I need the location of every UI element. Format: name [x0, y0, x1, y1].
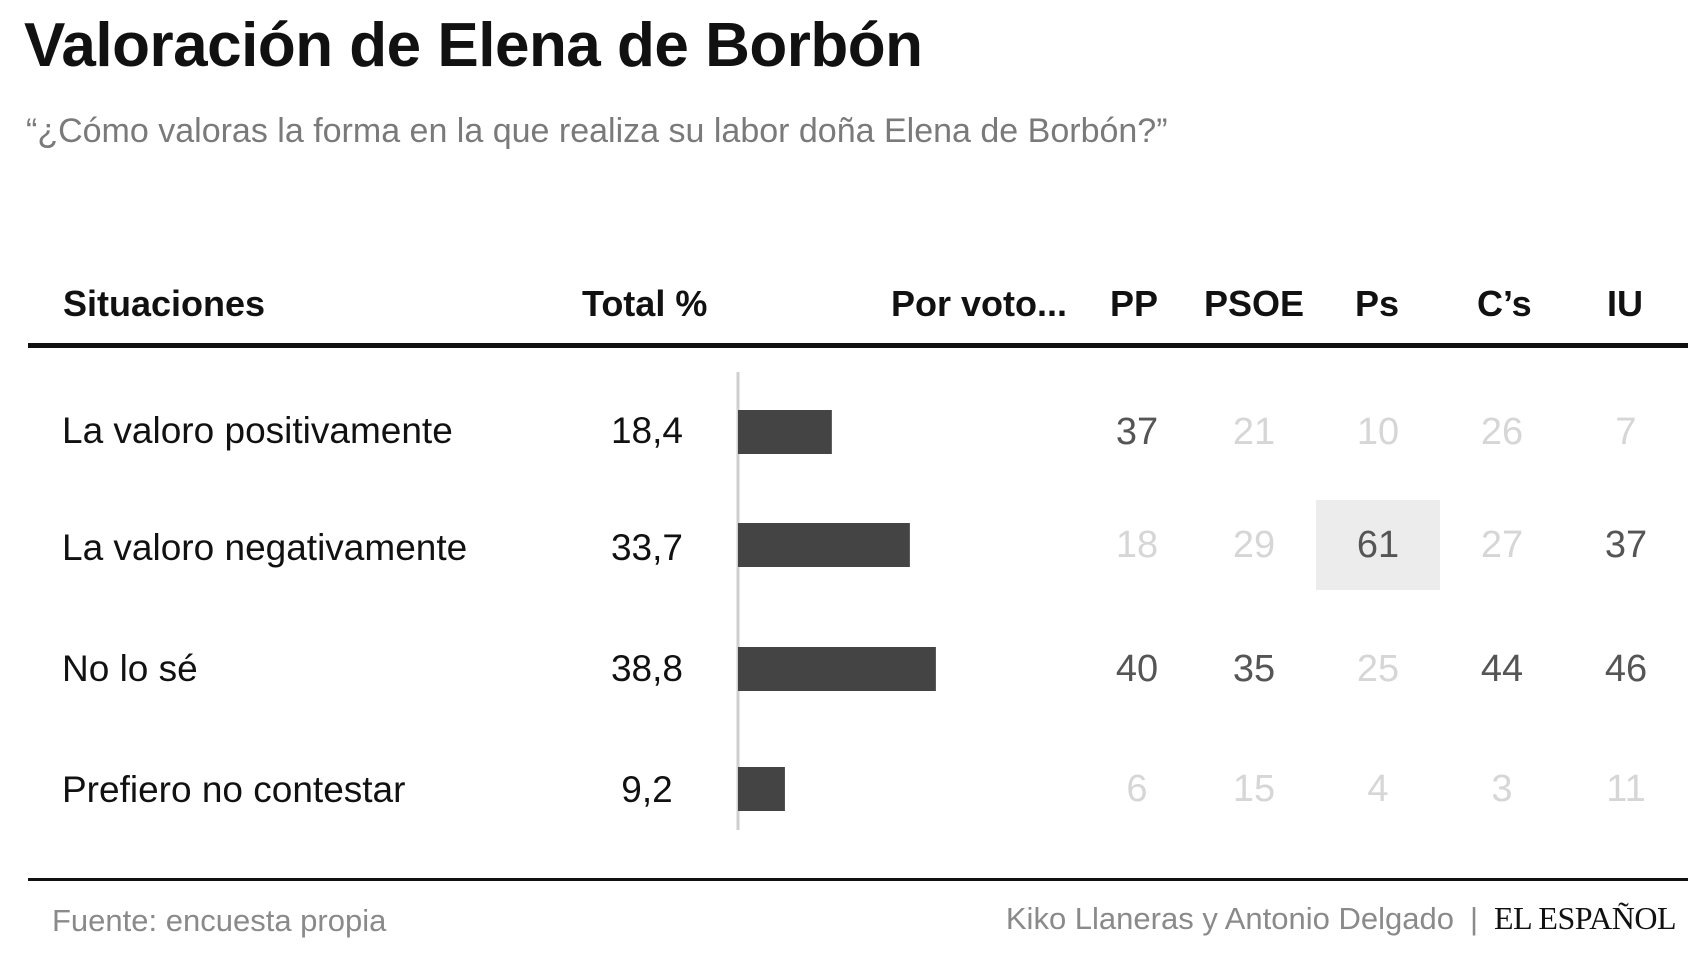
- row-total: 18,4: [610, 410, 683, 451]
- party-value-cell: 35: [1232, 647, 1276, 690]
- bar: [738, 647, 936, 691]
- footer-source: Fuente: encuesta propia: [52, 903, 387, 938]
- header-situaciones: Situaciones: [63, 283, 266, 324]
- party-value-cell: 25: [1356, 647, 1400, 690]
- header-party-psoe: PSOE: [1204, 283, 1305, 324]
- party-value-cell: 15: [1232, 767, 1276, 810]
- party-value-cell: 40: [1115, 647, 1159, 690]
- party-value-cell: 46: [1604, 647, 1648, 690]
- footer-rule: [28, 878, 1688, 881]
- header-party-pp: PP: [1110, 283, 1159, 324]
- party-value-cell: 18: [1115, 523, 1159, 566]
- party-value-cell: 21: [1232, 410, 1276, 453]
- header-party-iu: IU: [1607, 283, 1643, 324]
- party-value-cell: 61: [1316, 500, 1440, 590]
- footer-credits: Kiko Llaneras y Antonio Delgado | EL ESP…: [1005, 900, 1677, 937]
- footer-separator: |: [1469, 900, 1479, 936]
- party-value-cell: 10: [1356, 410, 1400, 453]
- chart-subtitle: “¿Cómo valoras la forma en la que realiz…: [26, 112, 1168, 150]
- row-label: No lo sé: [62, 648, 198, 689]
- brand-logo: EL ESPAÑOL: [1494, 900, 1676, 936]
- footer-authors: Kiko Llaneras y Antonio Delgado: [1005, 900, 1454, 936]
- bar: [738, 523, 910, 567]
- row-total: 38,8: [610, 648, 683, 689]
- header-total: Total %: [582, 283, 708, 324]
- party-value-cell: 7: [1615, 410, 1637, 453]
- party-value-cell: 37: [1115, 410, 1159, 453]
- chart-title: Valoración de Elena de Borbón: [24, 11, 923, 80]
- row-label: La valoro positivamente: [62, 410, 453, 451]
- party-value-cell: 27: [1480, 523, 1524, 566]
- header-por-voto: Por voto...: [891, 283, 1068, 324]
- party-value-cell: 26: [1480, 410, 1524, 453]
- row-label: Prefiero no contestar: [62, 769, 406, 810]
- party-value-cell: 29: [1232, 523, 1276, 566]
- bar: [738, 410, 832, 454]
- header-rule: [28, 343, 1688, 348]
- party-value-cell: 11: [1606, 767, 1646, 810]
- row-total: 33,7: [610, 527, 683, 568]
- party-value-cell: 6: [1126, 767, 1148, 810]
- party-value-cell: 3: [1491, 767, 1513, 810]
- header-party-ps: Ps: [1355, 283, 1400, 324]
- row-label: La valoro negativamente: [62, 527, 468, 568]
- bar: [738, 767, 785, 811]
- row-total: 9,2: [621, 769, 673, 810]
- party-value-cell: 4: [1367, 767, 1389, 810]
- party-value-cell: 37: [1604, 523, 1648, 566]
- party-value-cell: 44: [1480, 647, 1524, 690]
- header-party-cs: C’s: [1477, 283, 1532, 324]
